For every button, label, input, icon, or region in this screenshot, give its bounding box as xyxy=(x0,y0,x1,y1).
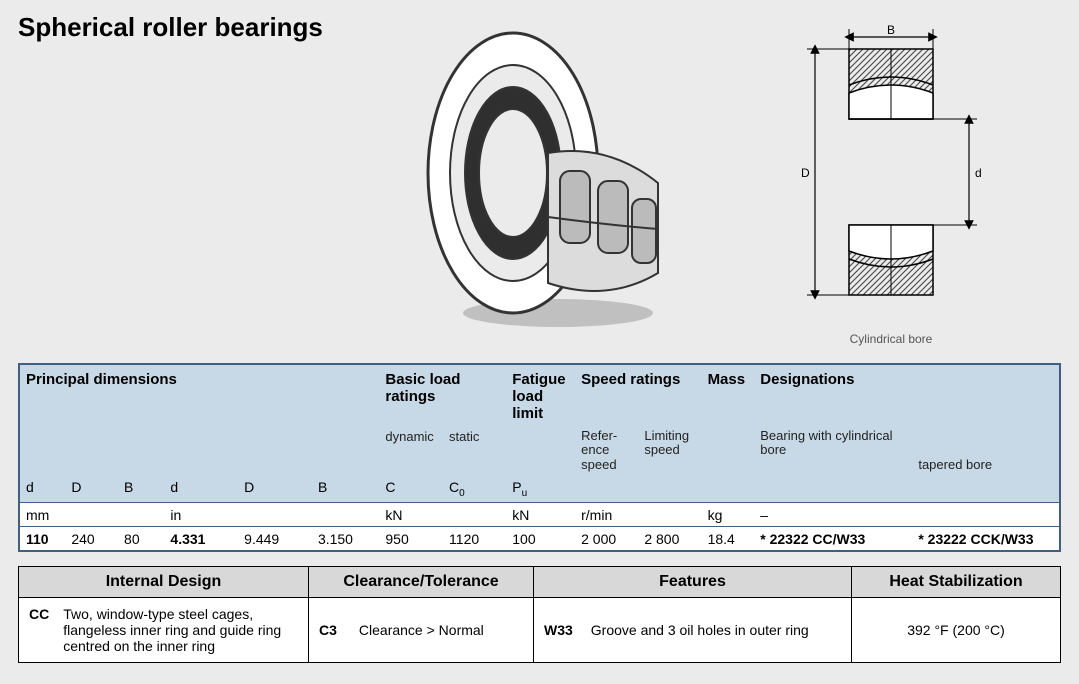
val-d-in: 4.331 xyxy=(164,526,238,551)
sub-limiting: Limiting speed xyxy=(638,425,701,475)
text-internal: Two, window-type steel cages, flangeless… xyxy=(63,606,298,654)
val-B-mm: 80 xyxy=(118,526,164,551)
code-features: W33 xyxy=(544,622,579,638)
text-features: Groove and 3 oil holes in outer ring xyxy=(591,622,809,638)
dim-B-label: B xyxy=(887,25,895,37)
code-internal: CC xyxy=(29,606,55,654)
sym-B-mm: B xyxy=(118,475,164,502)
cell-heat: 392 °F (200 °C) xyxy=(852,597,1061,662)
sym-d-in: d xyxy=(164,475,238,502)
unit-in: in xyxy=(164,502,379,526)
bearing-2d-cross-section: B D d xyxy=(761,25,1021,346)
text-clearance: Clearance > Normal xyxy=(359,622,484,638)
hdr-heat: Heat Stabilization xyxy=(852,566,1061,597)
cell-internal-design: CC Two, window-type steel cages, flangel… xyxy=(19,597,309,662)
col-group-speed: Speed ratings xyxy=(575,364,701,425)
sym-Pu: Pu xyxy=(506,475,575,502)
bearing-3d-illustration xyxy=(418,23,678,338)
val-B-in: 3.150 xyxy=(312,526,379,551)
dim-D-label: D xyxy=(801,166,810,180)
val-desig-cyl: * 22322 CC/W33 xyxy=(754,526,912,551)
val-d-mm: 110 xyxy=(19,526,65,551)
sub-tapered: tapered bore xyxy=(912,425,1060,475)
val-C0: 1120 xyxy=(443,526,506,551)
cell-clearance: C3 Clearance > Normal xyxy=(309,597,534,662)
val-D-in: 9.449 xyxy=(238,526,312,551)
val-desig-tap: * 23222 CCK/W33 xyxy=(912,526,1060,551)
sym-D-mm: D xyxy=(65,475,118,502)
col-group-principal: Principal dimensions xyxy=(19,364,379,425)
val-ref-speed: 2 000 xyxy=(575,526,638,551)
col-group-basic-load: Basic load ratings xyxy=(379,364,506,425)
dim-d-label: d xyxy=(975,166,982,180)
sym-C0: C0 xyxy=(443,475,506,502)
col-group-fatigue: Fatigue load limit xyxy=(506,364,575,425)
sub-bearing-cyl: Bearing with cylindrical bore xyxy=(754,425,912,475)
sym-B-in: B xyxy=(312,475,379,502)
hdr-clearance: Clearance/Tolerance xyxy=(309,566,534,597)
val-C: 950 xyxy=(379,526,443,551)
hdr-internal-design: Internal Design xyxy=(19,566,309,597)
diagram-row: B D d xyxy=(18,43,1061,363)
code-clearance: C3 xyxy=(319,622,343,638)
sub-static: static xyxy=(443,425,506,475)
unit-mm: mm xyxy=(19,502,164,526)
sub-reference: Refer-ence speed xyxy=(575,425,638,475)
unit-kg: kg xyxy=(702,502,755,526)
sym-d-mm: d xyxy=(19,475,65,502)
col-group-mass: Mass xyxy=(702,364,755,425)
unit-kN2: kN xyxy=(506,502,575,526)
bore-caption: Cylindrical bore xyxy=(761,332,1021,346)
val-D-mm: 240 xyxy=(65,526,118,551)
val-mass: 18.4 xyxy=(702,526,755,551)
sym-C: C xyxy=(379,475,443,502)
cell-features: W33 Groove and 3 oil holes in outer ring xyxy=(534,597,852,662)
val-lim-speed: 2 800 xyxy=(638,526,701,551)
unit-dash: – xyxy=(754,502,1060,526)
unit-kN: kN xyxy=(379,502,506,526)
hdr-features: Features xyxy=(534,566,852,597)
val-Pu: 100 xyxy=(506,526,575,551)
sub-dynamic: dynamic xyxy=(379,425,443,475)
col-group-designations: Designations xyxy=(754,364,1060,425)
attributes-table: Internal Design Clearance/Tolerance Feat… xyxy=(18,566,1061,663)
table-row: 110 240 80 4.331 9.449 3.150 950 1120 10… xyxy=(19,526,1060,551)
dimensions-table: Principal dimensions Basic load ratings … xyxy=(18,363,1061,552)
sym-D-in: D xyxy=(238,475,312,502)
unit-rpm: r/min xyxy=(575,502,701,526)
